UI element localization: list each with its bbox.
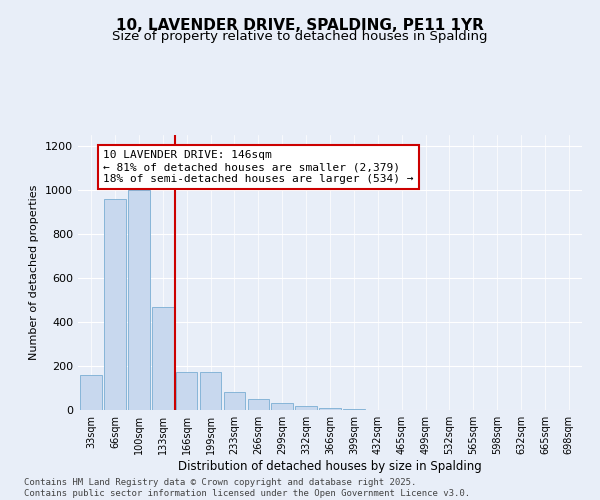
Text: Size of property relative to detached houses in Spalding: Size of property relative to detached ho… <box>112 30 488 43</box>
Bar <box>271 404 293 410</box>
Bar <box>295 406 317 410</box>
X-axis label: Distribution of detached houses by size in Spalding: Distribution of detached houses by size … <box>178 460 482 473</box>
Bar <box>200 372 221 410</box>
Bar <box>104 199 126 410</box>
Text: Contains HM Land Registry data © Crown copyright and database right 2025.
Contai: Contains HM Land Registry data © Crown c… <box>24 478 470 498</box>
Bar <box>319 408 341 410</box>
Bar <box>248 399 269 410</box>
Bar <box>80 375 102 410</box>
Y-axis label: Number of detached properties: Number of detached properties <box>29 185 40 360</box>
Bar <box>224 392 245 410</box>
Bar <box>176 372 197 410</box>
Bar <box>152 306 173 410</box>
Text: 10, LAVENDER DRIVE, SPALDING, PE11 1YR: 10, LAVENDER DRIVE, SPALDING, PE11 1YR <box>116 18 484 32</box>
Text: 10 LAVENDER DRIVE: 146sqm
← 81% of detached houses are smaller (2,379)
18% of se: 10 LAVENDER DRIVE: 146sqm ← 81% of detac… <box>103 150 413 184</box>
Bar <box>343 409 365 410</box>
Bar <box>128 190 149 410</box>
